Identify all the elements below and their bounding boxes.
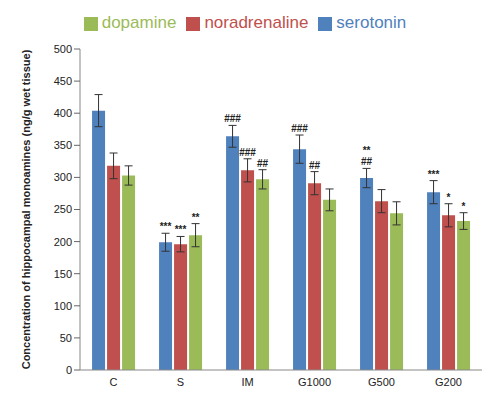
svg-text:##: ## (309, 160, 321, 171)
svg-text:C: C (110, 376, 118, 388)
svg-text:###: ### (291, 123, 308, 134)
svg-text:*: * (447, 192, 451, 203)
svg-text:***: *** (428, 169, 440, 180)
svg-text:300: 300 (54, 171, 72, 183)
svg-text:G500: G500 (368, 376, 395, 388)
svg-text:Concentration of hippocampal m: Concentration of hippocampal monoamines … (20, 49, 32, 369)
svg-text:450: 450 (54, 75, 72, 87)
svg-text:IM: IM (241, 376, 253, 388)
svg-text:***: *** (175, 224, 187, 235)
svg-text:250: 250 (54, 203, 72, 215)
svg-text:***: *** (160, 221, 172, 232)
svg-text:##: ## (257, 158, 269, 169)
svg-text:500: 500 (54, 43, 72, 55)
svg-text:400: 400 (54, 107, 72, 119)
svg-text:G1000: G1000 (298, 376, 331, 388)
svg-text:G200: G200 (435, 376, 462, 388)
svg-text:###: ### (224, 113, 241, 124)
svg-text:50: 50 (60, 332, 72, 344)
svg-text:##: ## (361, 156, 373, 167)
html-text:serotonin: serotonin (336, 13, 407, 32)
svg-text:350: 350 (54, 139, 72, 151)
svg-text:150: 150 (54, 268, 72, 280)
svg-text:0: 0 (66, 364, 72, 376)
svg-text:*: * (462, 201, 466, 212)
svg-text:**: ** (363, 145, 371, 156)
svg-text:**: ** (192, 212, 200, 223)
svg-text:100: 100 (54, 300, 72, 312)
svg-text:200: 200 (54, 236, 72, 248)
html-text:dopamine: dopamine (101, 13, 177, 32)
svg-text:###: ### (239, 147, 256, 158)
html-text:noradrenaline: noradrenaline (204, 13, 309, 32)
svg-text:S: S (177, 376, 184, 388)
